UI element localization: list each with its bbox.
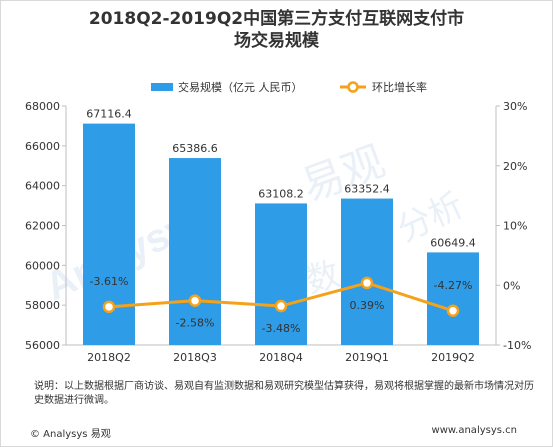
bar bbox=[427, 252, 479, 345]
growth-point bbox=[188, 294, 202, 307]
y-left-tick-label: 60000 bbox=[25, 259, 60, 272]
chart-title-line2: 场交易规模 bbox=[234, 31, 319, 51]
bar bbox=[169, 158, 221, 345]
growth-value-label: 0.39% bbox=[350, 299, 385, 312]
growth-value-label: -2.58% bbox=[176, 317, 215, 330]
y-left-tick-label: 58000 bbox=[25, 299, 60, 312]
x-tick-label: 2019Q2 bbox=[431, 351, 475, 364]
footer-url: www.analysys.cn bbox=[431, 425, 517, 436]
bar-value-label: 65386.6 bbox=[172, 142, 218, 155]
x-tick-label: 2018Q4 bbox=[259, 351, 303, 364]
bar-value-label: 63352.4 bbox=[344, 183, 390, 196]
y-left-tick-label: 62000 bbox=[25, 220, 60, 233]
growth-value-label: -3.61% bbox=[90, 275, 129, 288]
y-left-tick-label: 68000 bbox=[25, 100, 60, 113]
y-right-tick-label: 20% bbox=[503, 160, 527, 173]
growth-point bbox=[446, 304, 460, 318]
bar bbox=[255, 203, 307, 345]
growth-value-label: -4.27% bbox=[434, 279, 473, 292]
growth-point bbox=[360, 276, 374, 290]
x-tick-label: 2018Q2 bbox=[87, 351, 131, 364]
legend-label-line: 环比增长率 bbox=[372, 80, 427, 94]
bar-value-label: 60649.4 bbox=[430, 236, 476, 249]
chart-note: 说明：以上数据根据厂商访谈、易观自有监测数据和易观研究模型估算获得，易观将根据掌… bbox=[34, 381, 534, 406]
y-left-tick-label: 56000 bbox=[25, 339, 60, 352]
chart-title-line1: 2018Q2-2019Q2中国第三方支付互联网支付市 bbox=[88, 9, 465, 29]
legend-marker-line bbox=[347, 81, 359, 93]
y-right-tick-label: 10% bbox=[503, 220, 527, 233]
legend-label-bar: 交易规模（亿元 人民币） bbox=[178, 80, 303, 94]
x-tick-label: 2019Q1 bbox=[345, 351, 389, 364]
legend-swatch-bar bbox=[151, 83, 173, 91]
x-tick-label: 2018Q3 bbox=[173, 351, 217, 364]
growth-value-label: -3.48% bbox=[262, 322, 301, 335]
y-left-tick-label: 64000 bbox=[25, 180, 60, 193]
growth-point bbox=[102, 300, 116, 314]
bar-value-label: 67116.4 bbox=[86, 108, 132, 121]
bar-value-label: 63108.2 bbox=[258, 187, 304, 200]
bar bbox=[341, 198, 393, 345]
chart-title: 2018Q2-2019Q2中国第三方支付互联网支付市 场交易规模 bbox=[0, 8, 553, 52]
y-left-tick-label: 66000 bbox=[25, 140, 60, 153]
y-right-tick-label: 30% bbox=[503, 100, 527, 113]
y-right-tick-label: 0% bbox=[503, 279, 520, 292]
growth-point bbox=[274, 299, 288, 313]
y-right-tick-label: -10% bbox=[503, 339, 531, 352]
footer-copyright: © Analysys 易观 bbox=[30, 429, 111, 440]
